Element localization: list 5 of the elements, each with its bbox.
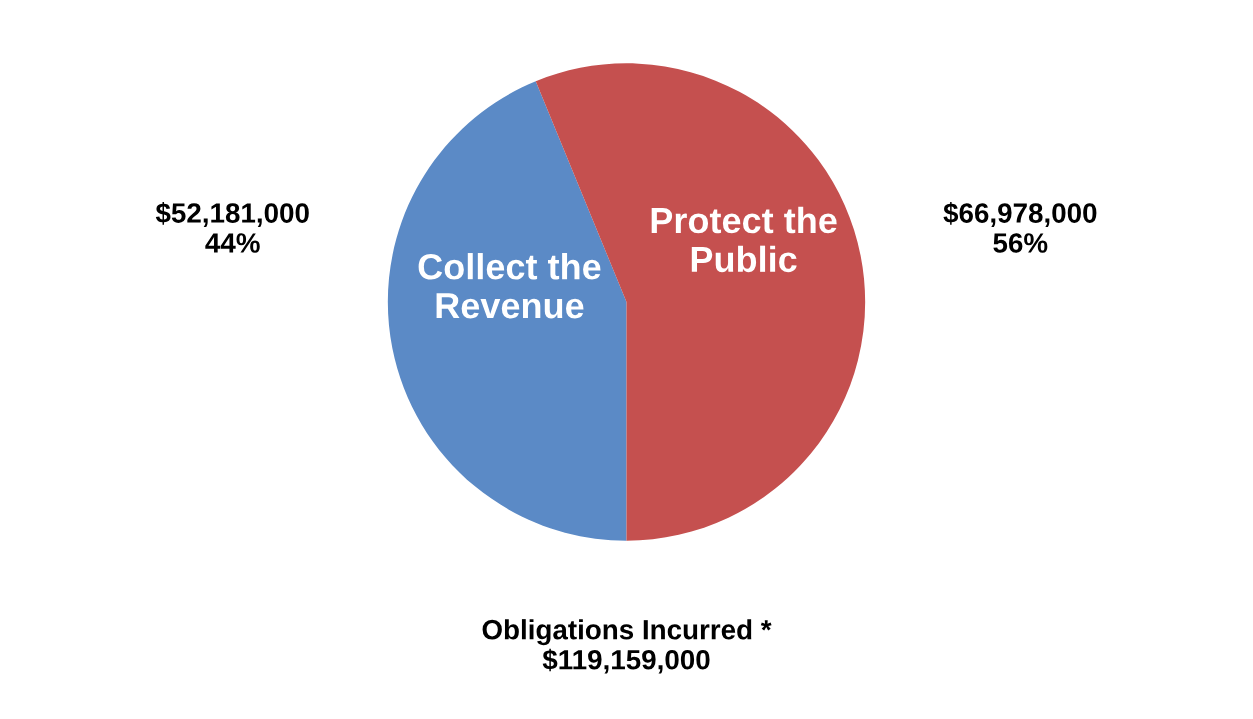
slice-label: Collect the Revenue: [418, 253, 601, 319]
data-label: $66,978,000 56%: [943, 201, 1097, 253]
slice-label: Protect the Public: [651, 206, 837, 273]
data-label: $52,181,000 44%: [155, 201, 309, 253]
text: Obligations Incurred * $119,159,000: [482, 619, 772, 674]
